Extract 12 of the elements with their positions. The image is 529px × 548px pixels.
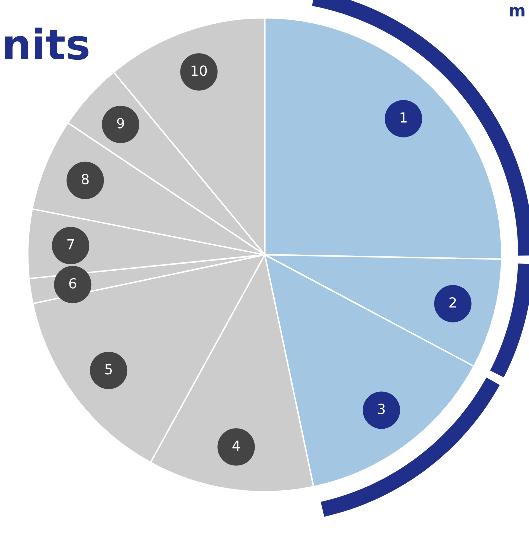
slice-label: 6 — [70, 278, 76, 289]
chart-title: nits — [6, 28, 89, 60]
text: m — [510, 7, 525, 17]
slice-label: 3 — [378, 404, 385, 414]
slice-label: 4 — [232, 440, 240, 452]
slice-label: 8 — [82, 174, 89, 185]
slice-label: 5 — [106, 364, 112, 375]
slice-label: 1 — [400, 112, 407, 123]
slice-label: 2 — [450, 297, 456, 308]
slice-label: 10 — [192, 66, 208, 76]
slice-label: 9 — [117, 118, 124, 129]
slice-label: 7 — [68, 240, 74, 250]
